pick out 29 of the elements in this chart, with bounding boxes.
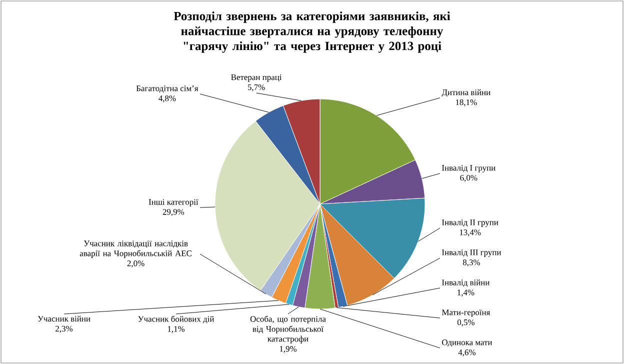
slice-label: Одинока мати bbox=[442, 340, 492, 347]
slice-label: Учасник війни bbox=[38, 316, 90, 322]
data-label: 0,5% bbox=[457, 319, 474, 326]
slice-label: Учасник бойових дій bbox=[138, 316, 214, 324]
data-label: 1,4% bbox=[458, 290, 474, 297]
slice-label: Інвалід війни bbox=[442, 279, 490, 287]
data-label: 1,9% bbox=[280, 346, 297, 353]
slice-label: Інвалід І групи bbox=[442, 164, 496, 172]
data-label: 2,3% bbox=[56, 326, 73, 333]
slice-label: Мати-героїня bbox=[442, 310, 490, 317]
slice-label: Інвалід ІІ групи bbox=[442, 220, 498, 227]
slice-label: Ветеран праці bbox=[231, 74, 282, 82]
slice-label: Особа, що потерпіла від Чорнобильської катастрофи bbox=[250, 316, 326, 344]
data-label: 1,1% bbox=[168, 326, 185, 334]
data-label: 8,3% bbox=[462, 260, 480, 266]
data-label: 2,0% bbox=[127, 260, 144, 268]
slice-label: Дитина війни bbox=[442, 89, 490, 97]
data-label: 6,0% bbox=[460, 174, 478, 182]
slice-label: Учасник ліквідації наслідків аварії на Чорнобильській АЕС bbox=[80, 240, 192, 258]
data-label: 4,6% bbox=[458, 350, 476, 356]
data-label: 18,1% bbox=[456, 99, 477, 106]
chart-title: Розподіл звернень за категоріями заявників, які найчастіше зверталися на урядову телефонну "гарячу лінію" та через Інтернет у 2013 році bbox=[174, 12, 450, 53]
data-label: 5,7% bbox=[248, 84, 265, 92]
data-label: 4,8% bbox=[158, 95, 176, 102]
slice-label: Інвалід ІІІ групи bbox=[442, 250, 502, 257]
data-label: 29,9% bbox=[162, 209, 184, 216]
slice-label: Багатодітна сім’я bbox=[136, 86, 198, 93]
slice-label: Інші категорії bbox=[148, 199, 198, 207]
data-label: 13,4% bbox=[460, 230, 481, 236]
